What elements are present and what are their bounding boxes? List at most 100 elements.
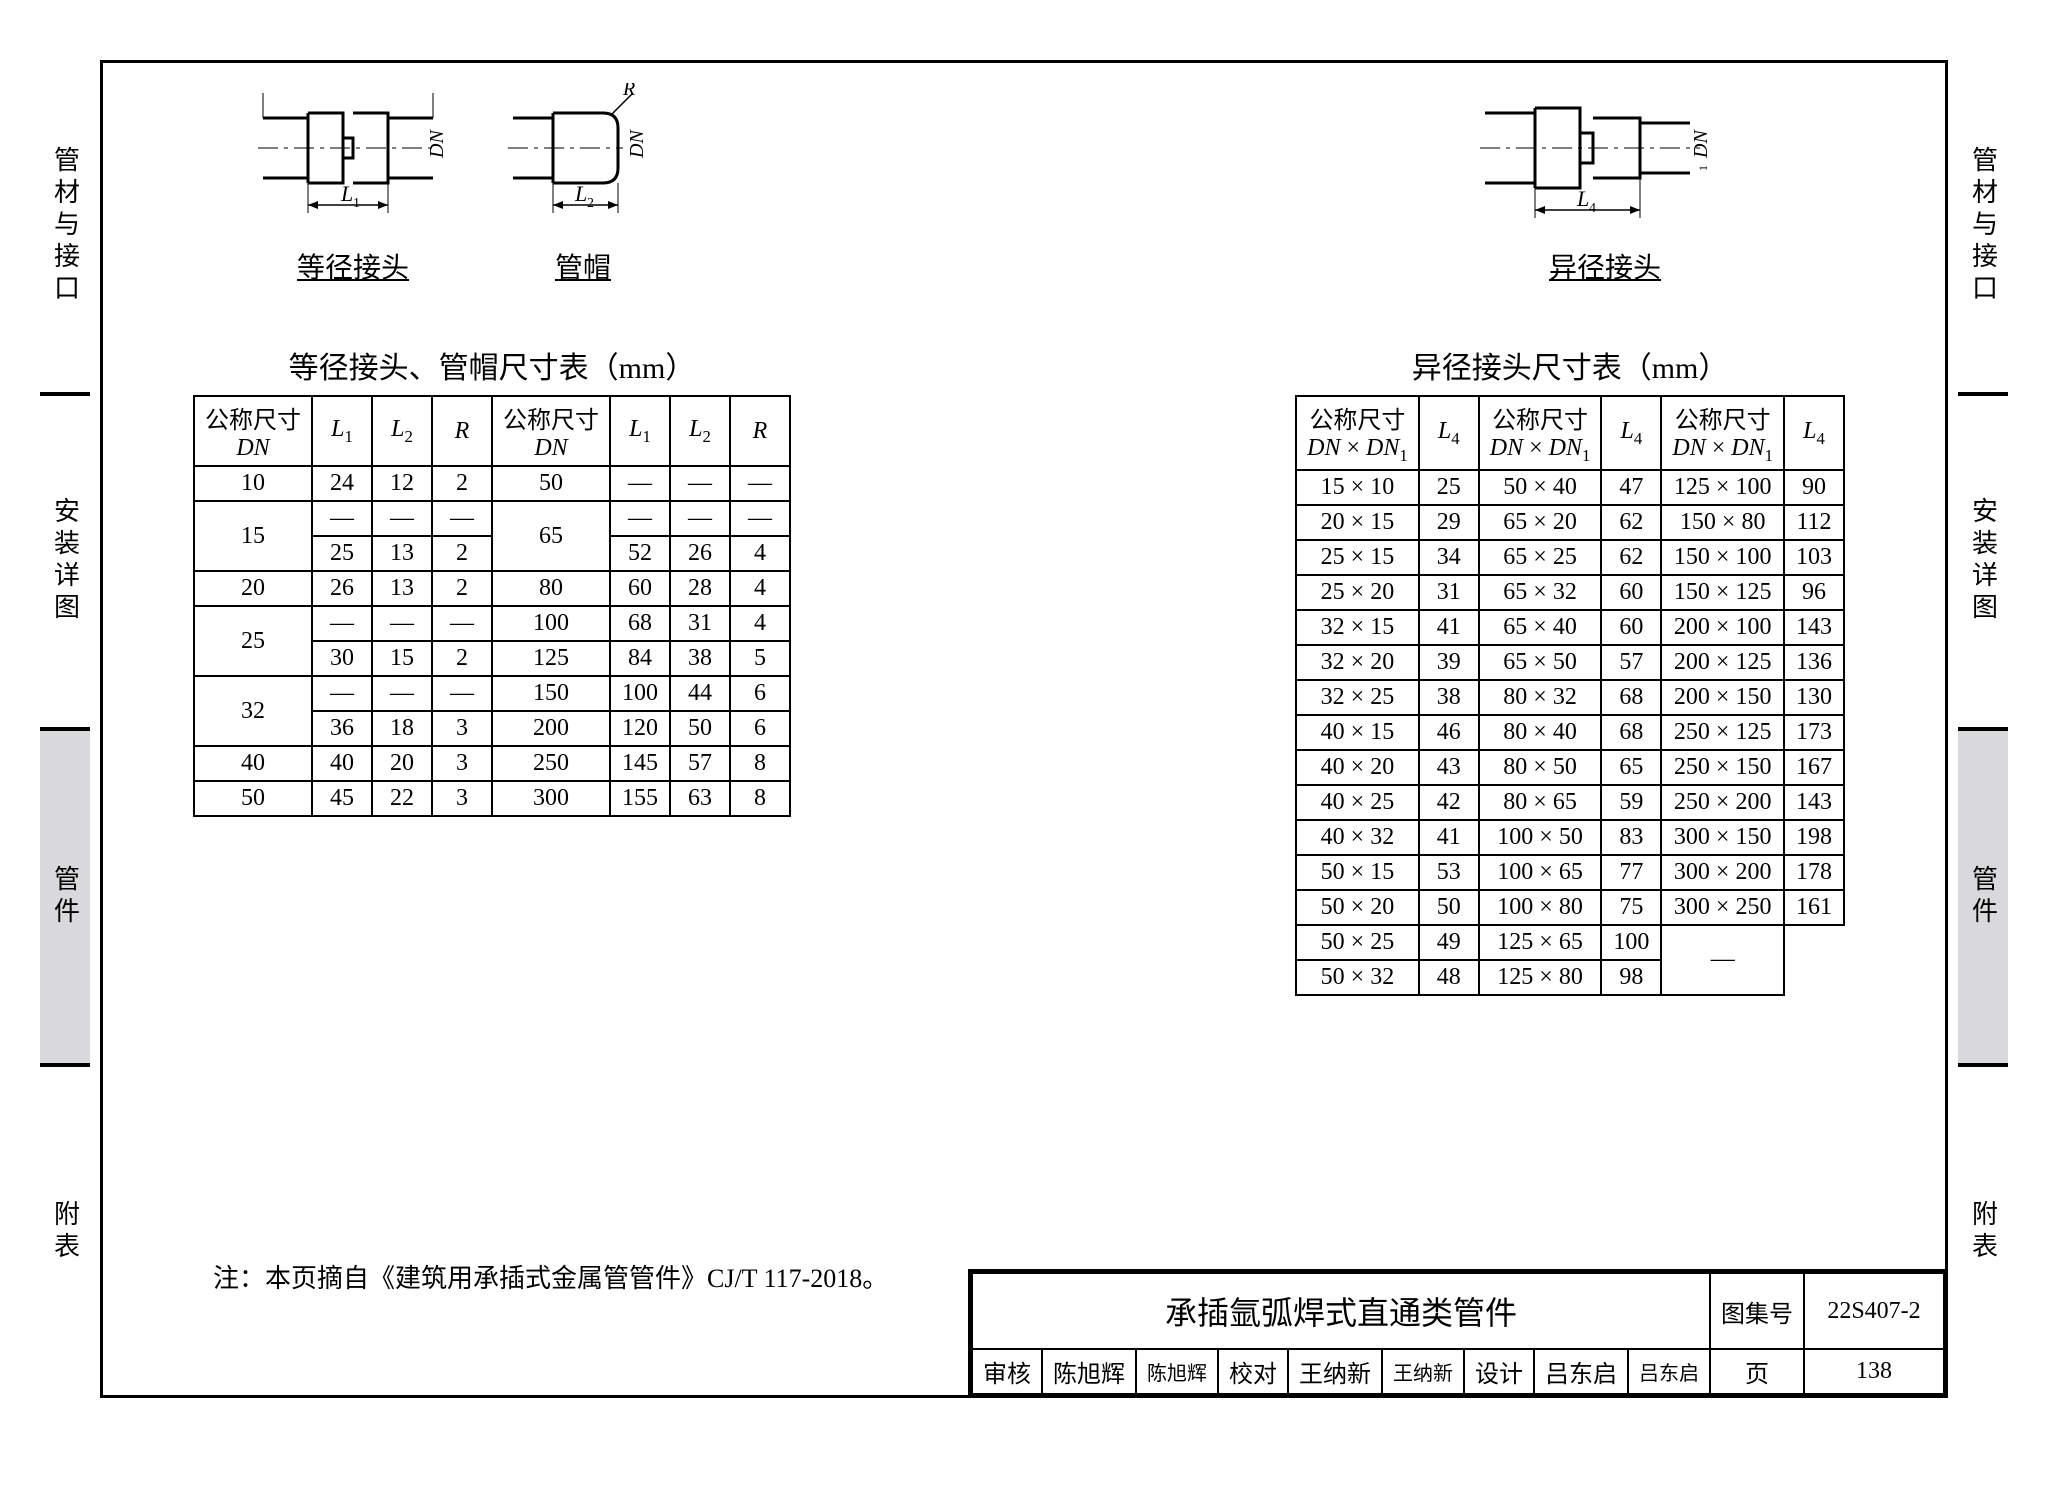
svg-text:2: 2 (587, 196, 594, 211)
table-cell: 12 (372, 466, 432, 501)
table-header-cell: L2 (372, 396, 432, 466)
table-cell: 26 (312, 571, 372, 606)
table-header-cell: L4 (1784, 396, 1844, 470)
table-cell: 53 (1419, 855, 1479, 890)
side-tab[interactable]: 附表 (40, 1065, 90, 1399)
table-row: 50 × 2549125 × 65100— (1296, 925, 1844, 960)
svg-text:DN: DN (626, 129, 648, 159)
table-left-block: 等径接头、管帽尺寸表（mm） 公称尺寸DNL1L2R公称尺寸DNL1L2R102… (193, 343, 791, 817)
tb-label: 设计 (1464, 1349, 1534, 1394)
table-cell: 2 (432, 571, 492, 606)
table-cell: 50 × 25 (1296, 925, 1419, 960)
table-cell: 18 (372, 711, 432, 746)
footnote: 注：本页摘自《建筑用承插式金属管管件》CJ/T 117-2018。 (213, 1258, 888, 1295)
table-cell: 68 (1601, 680, 1661, 715)
table-cell: 65 (492, 501, 610, 571)
diagram-cap: R L2 DN 管帽 (503, 83, 663, 286)
svg-text:1: 1 (1696, 165, 1710, 171)
table-cell: 68 (1601, 715, 1661, 750)
side-tab[interactable]: 安装详图 (1958, 394, 2008, 730)
table-cell: 40 × 32 (1296, 820, 1419, 855)
tb-sig: 陈旭辉 (1136, 1349, 1218, 1394)
table-cell: 300 × 250 (1661, 890, 1784, 925)
table-row: 40 × 204380 × 5065250 × 150167 (1296, 750, 1844, 785)
svg-text:1: 1 (353, 196, 360, 211)
side-tab[interactable]: 管材与接口 (1958, 60, 2008, 394)
table-cell: 200 × 150 (1661, 680, 1784, 715)
table-header-cell: 公称尺寸DN (492, 396, 610, 466)
table-cell: 31 (1419, 575, 1479, 610)
table-cell: 45 (312, 781, 372, 816)
table-cell: 10 (194, 466, 312, 501)
table-cell: 36 (312, 711, 372, 746)
table-cell: 57 (1601, 645, 1661, 680)
tb-sig: 王纳新 (1382, 1349, 1464, 1394)
table-cell: 63 (670, 781, 730, 816)
table-cell: 20 (372, 746, 432, 781)
table-cell: 125 × 100 (1661, 470, 1784, 505)
table-header-cell: 公称尺寸DN × DN1 (1479, 396, 1602, 470)
table-cell: 50 × 15 (1296, 855, 1419, 890)
table-cell: 103 (1784, 540, 1844, 575)
table-cell: 150 × 100 (1661, 540, 1784, 575)
table-header-cell: R (432, 396, 492, 466)
table-cell: 59 (1601, 785, 1661, 820)
side-tab[interactable]: 附表 (1958, 1065, 2008, 1399)
table-row: 32 × 253880 × 3268200 × 150130 (1296, 680, 1844, 715)
table-cell: 4 (730, 571, 790, 606)
table-cell: 250 × 200 (1661, 785, 1784, 820)
diagram-equal-joint: L1 DN 等径接头 (253, 83, 453, 286)
table-cell: 62 (1601, 505, 1661, 540)
table-cell: 57 (670, 746, 730, 781)
table-row: 32 × 203965 × 5057200 × 125136 (1296, 645, 1844, 680)
svg-text:L: L (1576, 186, 1589, 211)
table-cell: — (610, 466, 670, 501)
table-cell: 32 × 20 (1296, 645, 1419, 680)
table-row: 20261328060284 (194, 571, 790, 606)
table-cell: 2 (432, 466, 492, 501)
table-cell: 40 (194, 746, 312, 781)
table-cell: 150 (492, 676, 610, 711)
table-cell: 50 × 20 (1296, 890, 1419, 925)
table-row: 5045223300155638 (194, 781, 790, 816)
table-cell: 47 (1601, 470, 1661, 505)
table-cell: 20 × 15 (1296, 505, 1419, 540)
table-cell: 250 × 150 (1661, 750, 1784, 785)
table-cell: — (372, 606, 432, 641)
table-cell: 40 × 25 (1296, 785, 1419, 820)
table-cell: 65 × 32 (1479, 575, 1602, 610)
tb-name: 陈旭辉 (1042, 1349, 1136, 1394)
table-cell: 62 (1601, 540, 1661, 575)
table-cell: 100 × 80 (1479, 890, 1602, 925)
table-cell: 68 (610, 606, 670, 641)
table-cell: 80 × 65 (1479, 785, 1602, 820)
side-tab[interactable]: 安装详图 (40, 394, 90, 730)
side-tabs-left: 管材与接口安装详图管件附表 (40, 60, 90, 1398)
table-cell: 25 (1419, 470, 1479, 505)
table-right-title: 异径接头尺寸表（mm） (1295, 343, 1845, 387)
table-cell: 80 × 50 (1479, 750, 1602, 785)
table-cell: 3 (432, 781, 492, 816)
table-cell: 22 (372, 781, 432, 816)
side-tab[interactable]: 管材与接口 (40, 60, 90, 394)
table-right: 公称尺寸DN × DN1L4公称尺寸DN × DN1L4公称尺寸DN × DN1… (1295, 395, 1845, 996)
table-cell: 250 (492, 746, 610, 781)
table-cell: 29 (1419, 505, 1479, 540)
table-cell: 40 × 15 (1296, 715, 1419, 750)
table-row: 25 × 153465 × 2562150 × 100103 (1296, 540, 1844, 575)
table-row: 40 × 3241100 × 5083300 × 150198 (1296, 820, 1844, 855)
table-cell: 98 (1601, 960, 1661, 995)
table-cell: 3 (432, 746, 492, 781)
table-header-cell: 公称尺寸DN (194, 396, 312, 466)
side-tab[interactable]: 管件 (40, 729, 90, 1065)
table-cell: 65 (1601, 750, 1661, 785)
table-cell: 6 (730, 676, 790, 711)
table-cell: — (1661, 925, 1784, 995)
table-cell: 83 (1601, 820, 1661, 855)
table-cell: 96 (1784, 575, 1844, 610)
table-left: 公称尺寸DNL1L2R公称尺寸DNL1L2R102412250———15———6… (193, 395, 791, 817)
table-cell: 300 × 200 (1661, 855, 1784, 890)
table-cell: 150 × 80 (1661, 505, 1784, 540)
side-tab[interactable]: 管件 (1958, 729, 2008, 1065)
table-cell: 125 (492, 641, 610, 676)
